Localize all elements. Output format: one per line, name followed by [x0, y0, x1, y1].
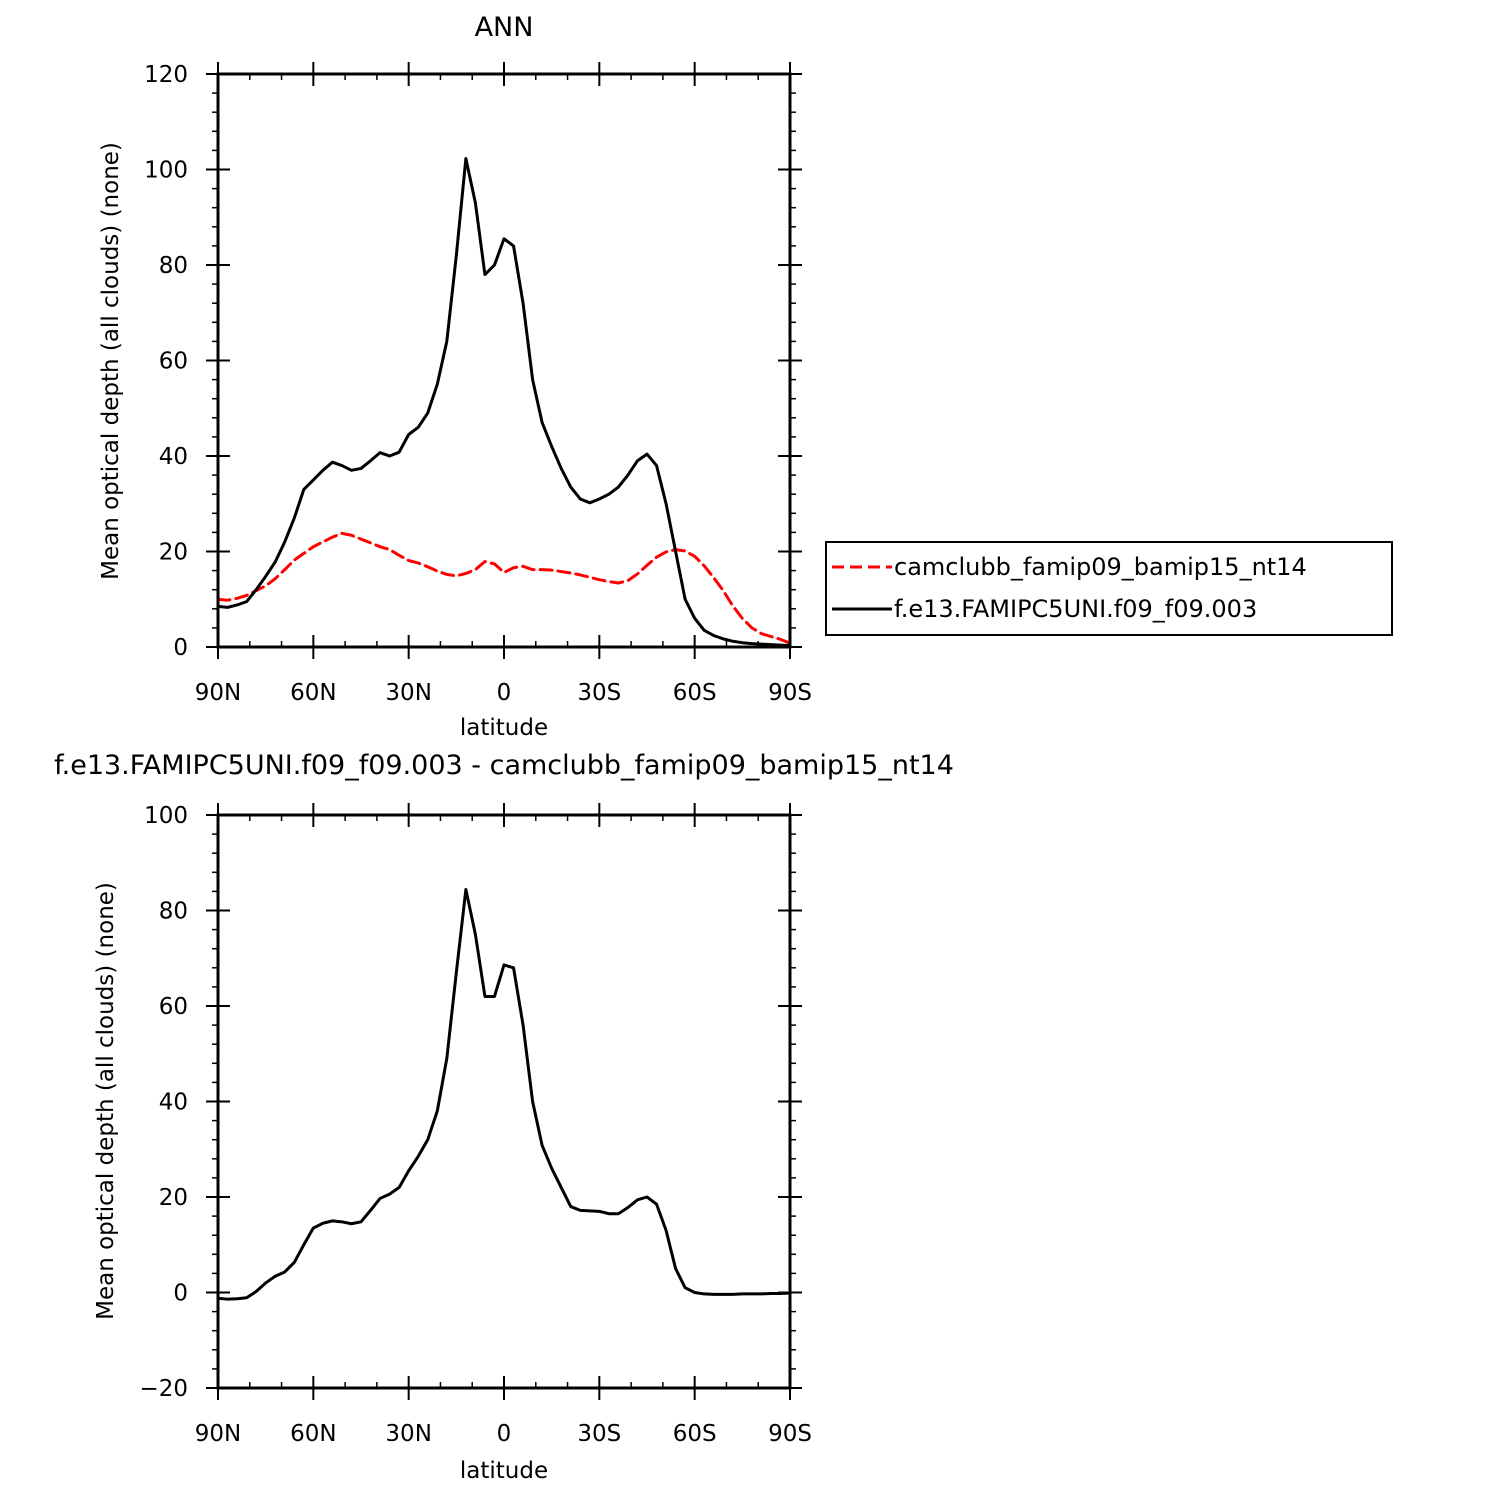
top-x-tick-label: 0 — [497, 680, 512, 706]
bottom-x-tick-label: 90S — [768, 1421, 812, 1447]
top-series-line-0 — [216, 531, 792, 645]
bottom-x-tick-label: 60N — [290, 1421, 336, 1447]
bottom-x-tick-label: 90N — [195, 1421, 241, 1447]
legend-box — [825, 541, 1393, 636]
bottom-y-tick-label: 60 — [159, 994, 188, 1020]
top-x-tick-labels: 90N 60N 30N 0 30S 60S 90S — [195, 680, 812, 706]
bottom-y-tick-label: 40 — [159, 1090, 188, 1116]
bottom-y-tick-label: 20 — [159, 1185, 188, 1211]
bottom-series — [216, 887, 792, 1301]
top-y-tick-label: 120 — [144, 62, 188, 88]
bottom-y-tick-label: 80 — [159, 899, 188, 925]
top-y-tick-label: 80 — [159, 253, 188, 279]
bottom-y-tick-label: 100 — [144, 803, 188, 829]
top-x-axis-title: latitude — [460, 715, 548, 741]
top-series-line-1 — [216, 157, 792, 648]
top-ticks — [206, 62, 802, 659]
bottom-y-tick-labels: −20 0 20 40 60 80 100 — [139, 803, 188, 1402]
bottom-x-tick-label: 30S — [577, 1421, 621, 1447]
bottom-x-tick-label: 0 — [497, 1421, 512, 1447]
bottom-y-axis-title: Mean optical depth (all clouds) (none) — [93, 882, 119, 1320]
bottom-series-line-0 — [216, 887, 792, 1301]
top-y-tick-label: 0 — [173, 635, 188, 661]
legend-label-famipc5uni: f.e13.FAMIPC5UNI.f09_f09.003 — [894, 595, 1257, 623]
top-x-tick-label: 60S — [673, 680, 717, 706]
top-plot-frame — [216, 72, 792, 649]
top-x-tick-label: 90N — [195, 680, 241, 706]
top-y-tick-label: 40 — [159, 444, 188, 470]
top-y-axis-title: Mean optical depth (all clouds) (none) — [98, 142, 124, 580]
bottom-chart-title: f.e13.FAMIPC5UNI.f09_f09.003 - camclubb_… — [54, 750, 954, 781]
bottom-x-tick-labels: 90N 60N 30N 0 30S 60S 90S — [195, 1421, 812, 1447]
top-x-tick-label: 30S — [577, 680, 621, 706]
bottom-x-axis-title: latitude — [460, 1458, 548, 1484]
top-y-tick-label: 20 — [159, 540, 188, 566]
legend-label-camclubb: camclubb_famip09_bamip15_nt14 — [894, 553, 1307, 581]
top-x-tick-label: 90S — [768, 680, 812, 706]
bottom-chart: f.e13.FAMIPC5UNI.f09_f09.003 - camclubb_… — [54, 750, 954, 1484]
bottom-y-tick-label: −20 — [139, 1376, 188, 1402]
bottom-ticks — [206, 803, 802, 1400]
bottom-x-tick-label: 30N — [385, 1421, 431, 1447]
top-y-tick-label: 100 — [144, 158, 188, 184]
top-x-tick-label: 60N — [290, 680, 336, 706]
top-chart-title: ANN — [475, 12, 534, 43]
top-y-tick-labels: 0 20 40 60 80 100 120 — [144, 62, 188, 661]
top-y-tick-label: 60 — [159, 349, 188, 375]
bottom-plot-frame — [216, 813, 792, 1390]
top-x-tick-label: 30N — [385, 680, 431, 706]
bottom-y-tick-label: 0 — [173, 1281, 188, 1307]
top-series — [216, 157, 792, 648]
bottom-x-tick-label: 60S — [673, 1421, 717, 1447]
legend: camclubb_famip09_bamip15_nt14 f.e13.FAMI… — [825, 541, 1393, 636]
